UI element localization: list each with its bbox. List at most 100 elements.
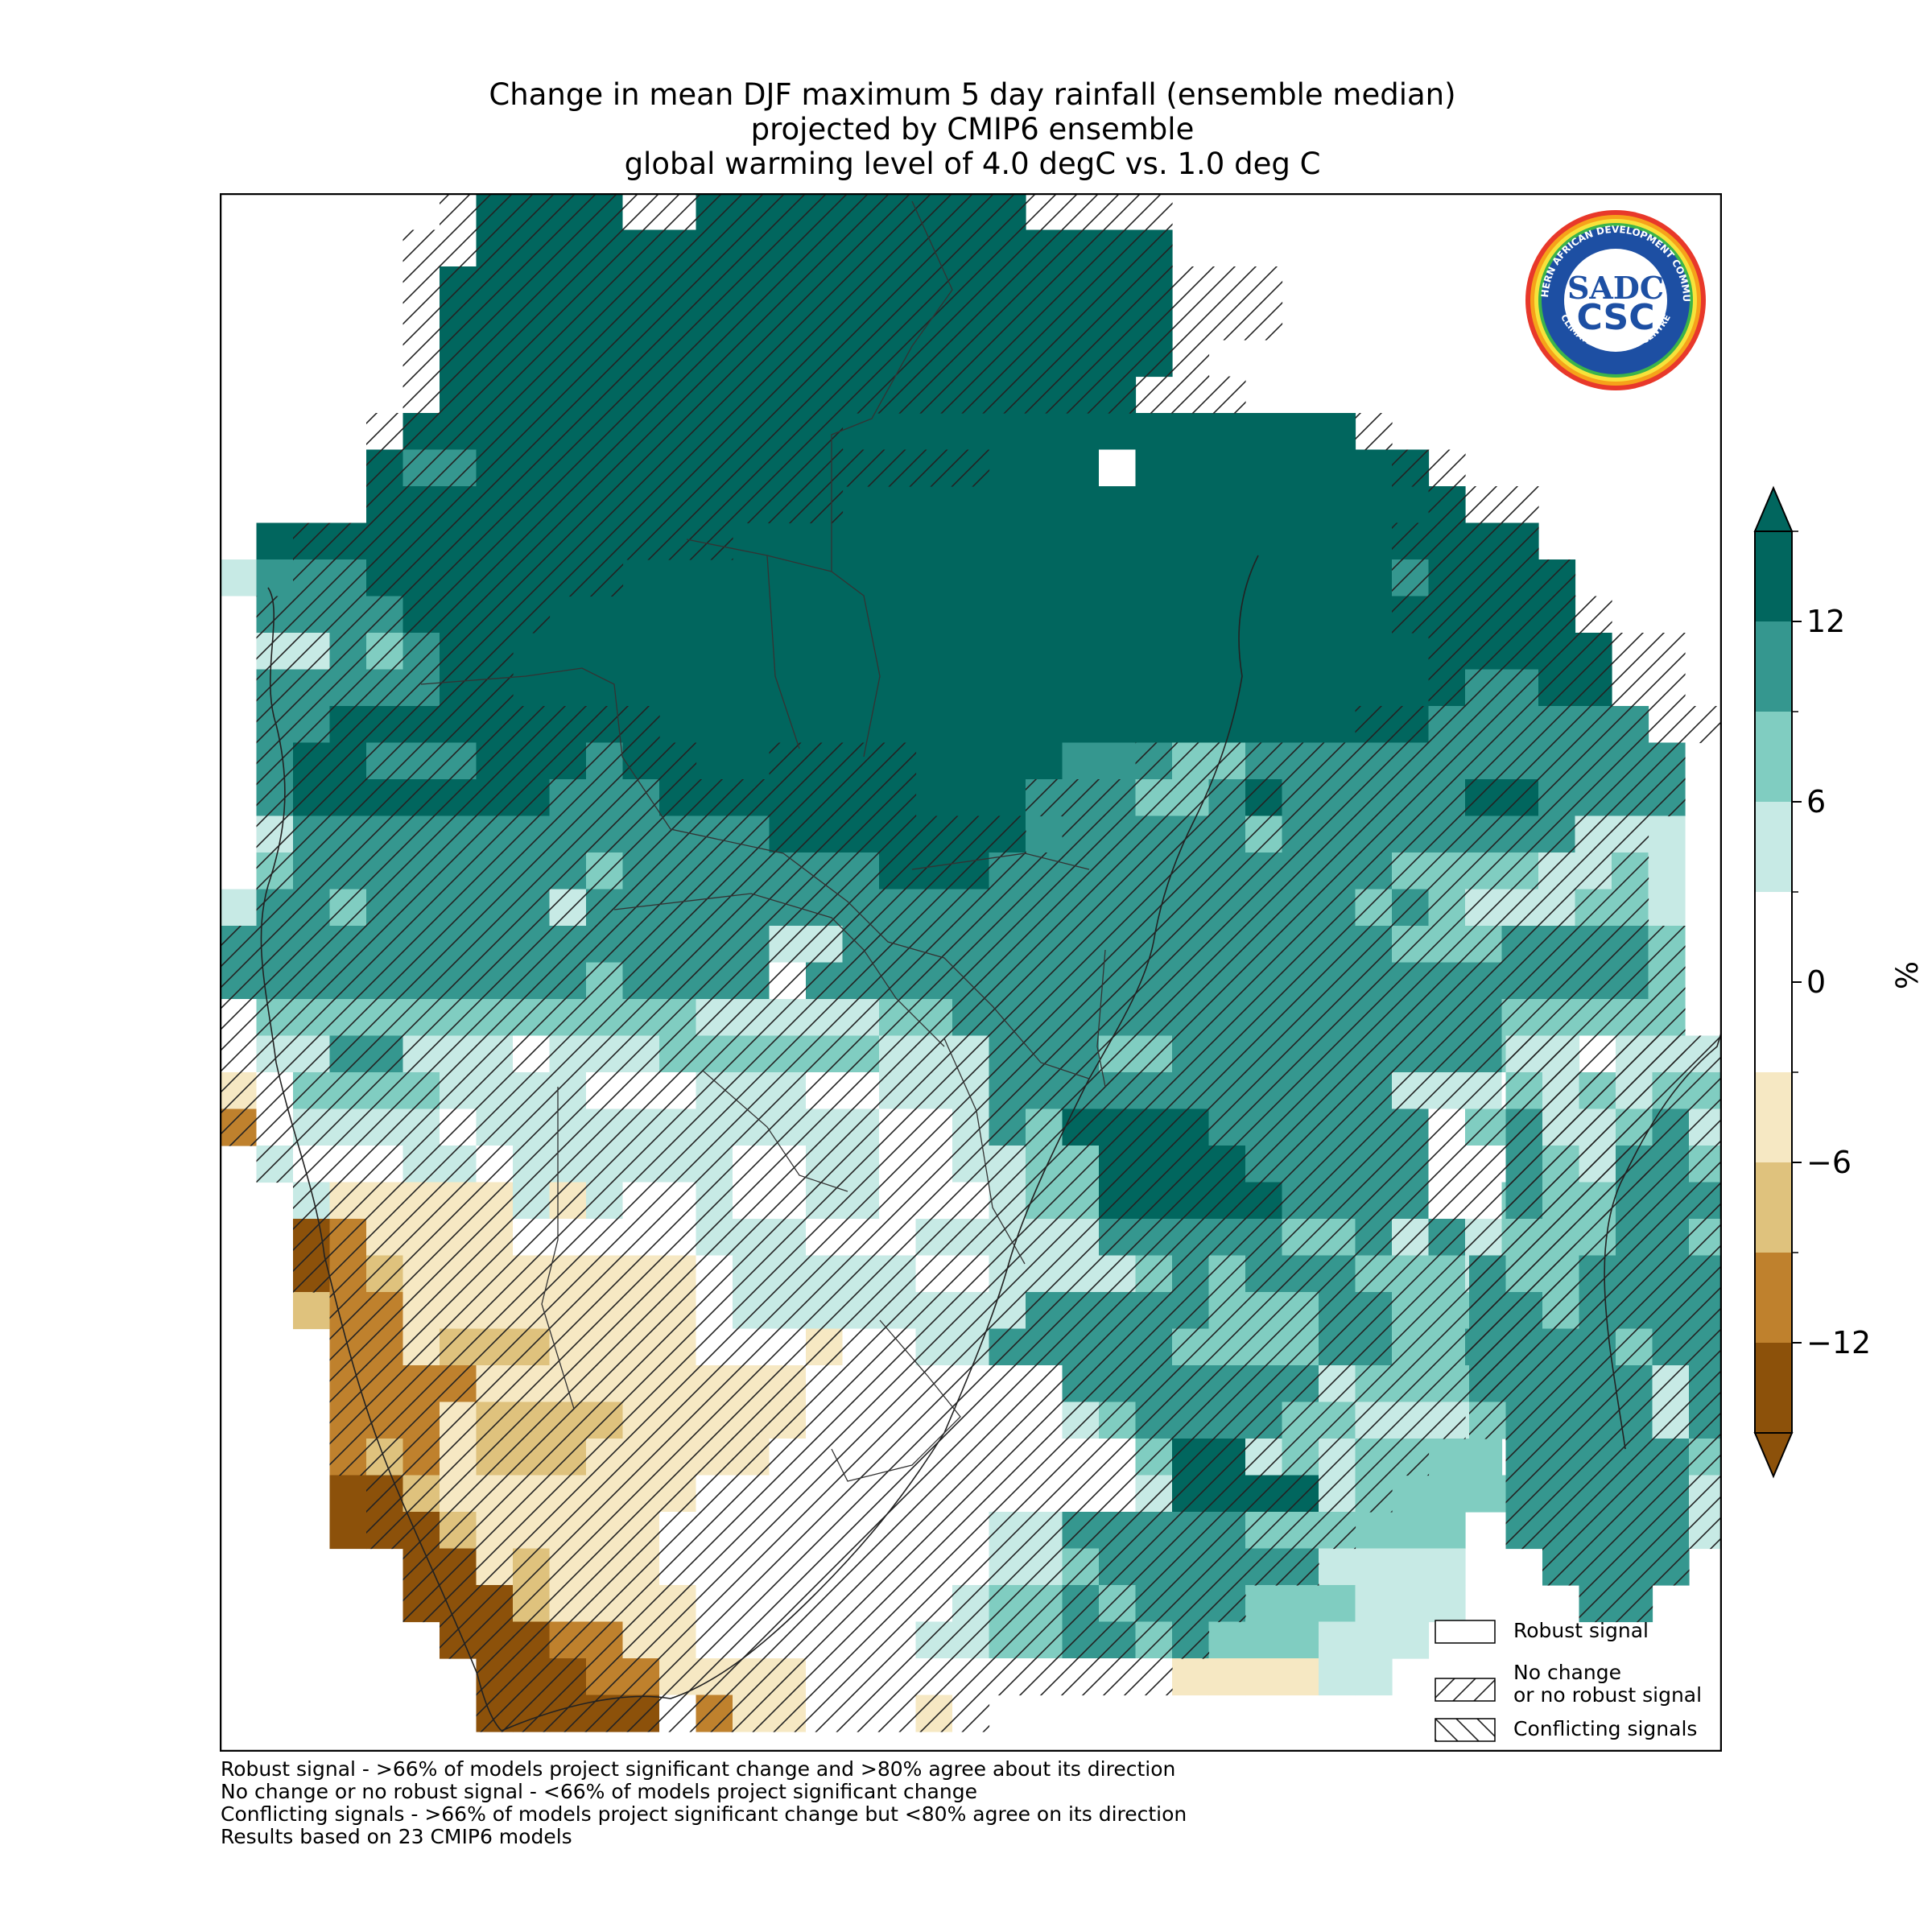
hatch-cell (1612, 1072, 1649, 1110)
hatch-cell (622, 193, 660, 231)
hatch-cell (733, 1255, 770, 1293)
hatch-cell (1208, 1146, 1246, 1183)
hatch-cell (1501, 1108, 1539, 1146)
hatch-cell (659, 926, 697, 964)
hatch-cell (659, 1548, 697, 1586)
map-frame (220, 193, 1722, 1752)
hatch-cell (733, 486, 770, 524)
hatch-cell (733, 926, 770, 964)
hatch-cell (1062, 1108, 1100, 1146)
hatch-cell (622, 522, 660, 560)
hatch-cell (989, 962, 1026, 1000)
colorbar-tick-label: −12 (1806, 1325, 1871, 1360)
hatch-cell (476, 1146, 514, 1183)
hatch-cell (1575, 669, 1612, 707)
grid-cell (1282, 559, 1319, 597)
hatch-cell (1245, 889, 1283, 927)
hatch-cell (842, 815, 880, 853)
hatch-cell (1392, 522, 1430, 560)
hatch-cell (1575, 706, 1612, 744)
grid-cell (989, 486, 1026, 524)
hatch-cell (806, 413, 844, 451)
hatch-cell (659, 779, 697, 817)
hatch-cell (513, 1182, 551, 1220)
hatch-cell (366, 852, 404, 890)
hatch-cell (366, 1328, 404, 1366)
grid-cell (1026, 706, 1063, 744)
colorbar-bin (1755, 712, 1792, 803)
hatch-cell (440, 193, 477, 231)
hatch-cell (696, 779, 733, 817)
hatch-cell (1319, 962, 1356, 1000)
madagascar-hatch-cell (1652, 1108, 1690, 1146)
hatch-cell (549, 1328, 587, 1366)
hatch-cell (1062, 999, 1100, 1037)
grid-cell (733, 706, 770, 744)
hatch-cell (952, 1328, 990, 1366)
hatch-cell (440, 559, 477, 597)
hatch-cell (622, 1512, 660, 1550)
grid-cell (1355, 633, 1393, 671)
hatch-cell (806, 889, 844, 927)
grid-cell (1319, 1621, 1356, 1659)
hatch-cell (1026, 1035, 1063, 1073)
hatch-cell (696, 486, 733, 524)
grid-cell (1282, 596, 1319, 634)
grid-cell (1245, 559, 1283, 597)
hatch-cell (1355, 999, 1393, 1037)
hatch-cell (1135, 1658, 1173, 1696)
hatch-cell (989, 340, 1026, 378)
hatch-cell (1501, 742, 1539, 780)
grid-cell (842, 706, 880, 744)
hatch-cell (256, 779, 294, 817)
hatch-cell (1319, 815, 1356, 853)
hatch-cell (220, 1072, 258, 1110)
hatch-cell (440, 633, 477, 671)
hatch-cell (402, 669, 440, 707)
hatch-cell (733, 1328, 770, 1366)
hatch-cell (549, 1072, 587, 1110)
hatch-cell (1428, 999, 1466, 1037)
madagascar-hatch-cell (1542, 1365, 1580, 1403)
colorbar-tick-label: 12 (1806, 604, 1845, 639)
grid-cell (1319, 1585, 1356, 1623)
hatch-cell (696, 1475, 733, 1513)
hatch-cell (1026, 376, 1063, 414)
hatch-cell (1355, 1255, 1393, 1293)
legend-label-no-change: No change or no robust signal (1513, 1661, 1703, 1707)
hatch-cell (1355, 815, 1393, 853)
hatch-cell (586, 559, 624, 597)
madagascar-hatch-cell (1689, 1292, 1722, 1330)
hatch-cell (476, 1292, 514, 1330)
hatch-cell (842, 1182, 880, 1220)
hatch-cell (1245, 1146, 1283, 1183)
hatch-cell (1319, 1439, 1356, 1476)
grid-cell (1355, 522, 1393, 560)
hatch-cell (1355, 1108, 1393, 1146)
hatch-cell (1355, 852, 1393, 890)
hatch-cell (806, 1585, 844, 1623)
grid-cell (1392, 1512, 1430, 1550)
colorbar-bin (1755, 892, 1792, 1073)
grid-cell (1355, 449, 1393, 487)
hatch-cell (1026, 1108, 1063, 1146)
hatch-cell (586, 522, 624, 560)
grid-cell (1428, 1512, 1466, 1550)
hatch-cell (366, 633, 404, 671)
madagascar-hatch-cell (1689, 1402, 1722, 1439)
hatch-cell (1392, 962, 1430, 1000)
hatch-cell (402, 1328, 440, 1366)
hatch-cell (1208, 1585, 1246, 1623)
hatch-cell (659, 1402, 697, 1439)
grid-cell (1208, 449, 1246, 487)
hatch-cell (1465, 1328, 1503, 1366)
hatch-cell (879, 1328, 917, 1366)
hatch-cell (549, 1585, 587, 1623)
hatch-cell (1465, 1182, 1503, 1220)
grid-cell (1319, 669, 1356, 707)
hatch-cell (1392, 1146, 1430, 1183)
grid-cell (952, 522, 990, 560)
hatch-cell (1428, 1035, 1466, 1073)
grid-cell (696, 706, 733, 744)
hatch-cell (879, 1512, 917, 1550)
